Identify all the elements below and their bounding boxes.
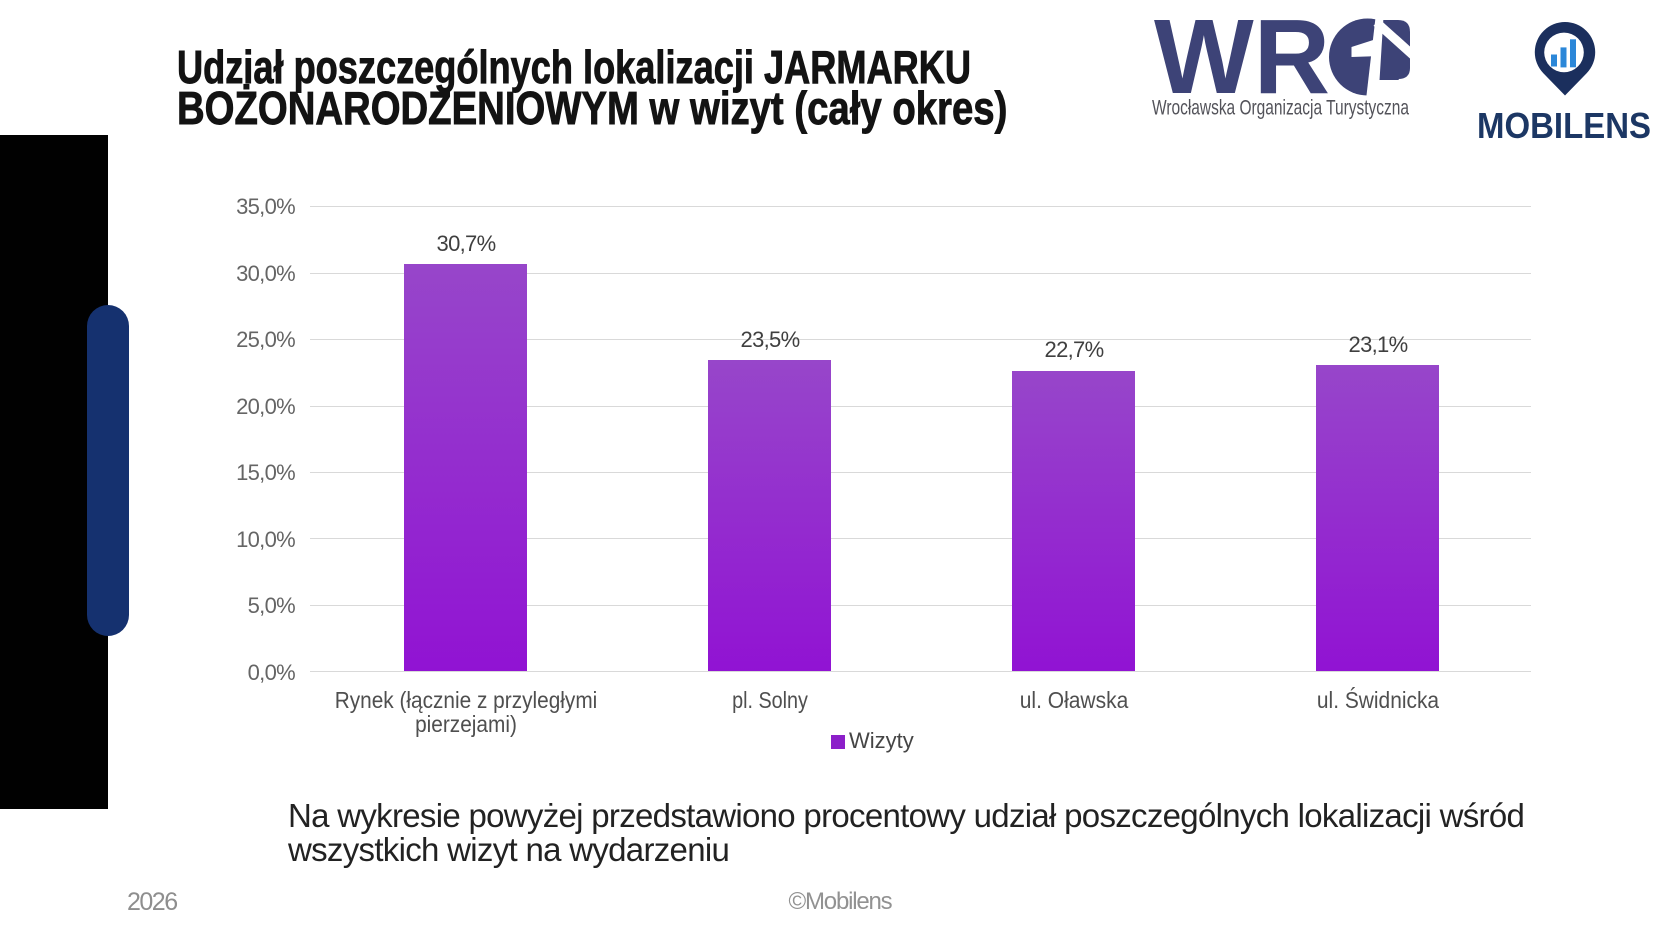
svg-text:MOBILENS: MOBILENS [1477, 105, 1651, 145]
svg-text:Wrocławska Organizacja Turysty: Wrocławska Organizacja Turystyczna [1152, 95, 1409, 119]
svg-text:WR: WR [1154, 8, 1330, 116]
